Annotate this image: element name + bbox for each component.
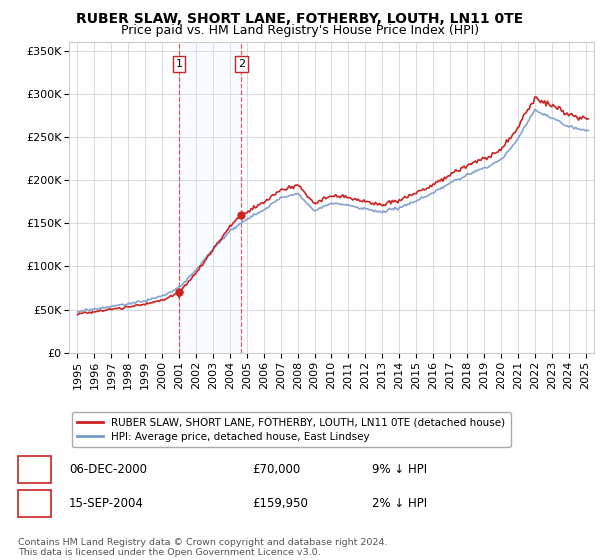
Text: 1: 1 (31, 463, 38, 477)
Bar (179, 42, 241, 353)
Legend: RUBER SLAW, SHORT LANE, FOTHERBY, LOUTH, LN11 0TE (detached house), HPI: Average: RUBER SLAW, SHORT LANE, FOTHERBY, LOUTH,… (71, 412, 511, 447)
Text: 2: 2 (238, 59, 245, 69)
Text: £159,950: £159,950 (252, 497, 308, 510)
Text: 2: 2 (31, 497, 38, 510)
Text: £70,000: £70,000 (252, 463, 300, 477)
Text: 9% ↓ HPI: 9% ↓ HPI (372, 463, 427, 477)
Text: 15-SEP-2004: 15-SEP-2004 (69, 497, 144, 510)
Text: 06-DEC-2000: 06-DEC-2000 (69, 463, 147, 477)
Text: RUBER SLAW, SHORT LANE, FOTHERBY, LOUTH, LN11 0TE: RUBER SLAW, SHORT LANE, FOTHERBY, LOUTH,… (76, 12, 524, 26)
Text: Price paid vs. HM Land Registry's House Price Index (HPI): Price paid vs. HM Land Registry's House … (121, 24, 479, 36)
Text: Contains HM Land Registry data © Crown copyright and database right 2024.
This d: Contains HM Land Registry data © Crown c… (18, 538, 388, 557)
Text: 2% ↓ HPI: 2% ↓ HPI (372, 497, 427, 510)
Text: 1: 1 (176, 59, 182, 69)
